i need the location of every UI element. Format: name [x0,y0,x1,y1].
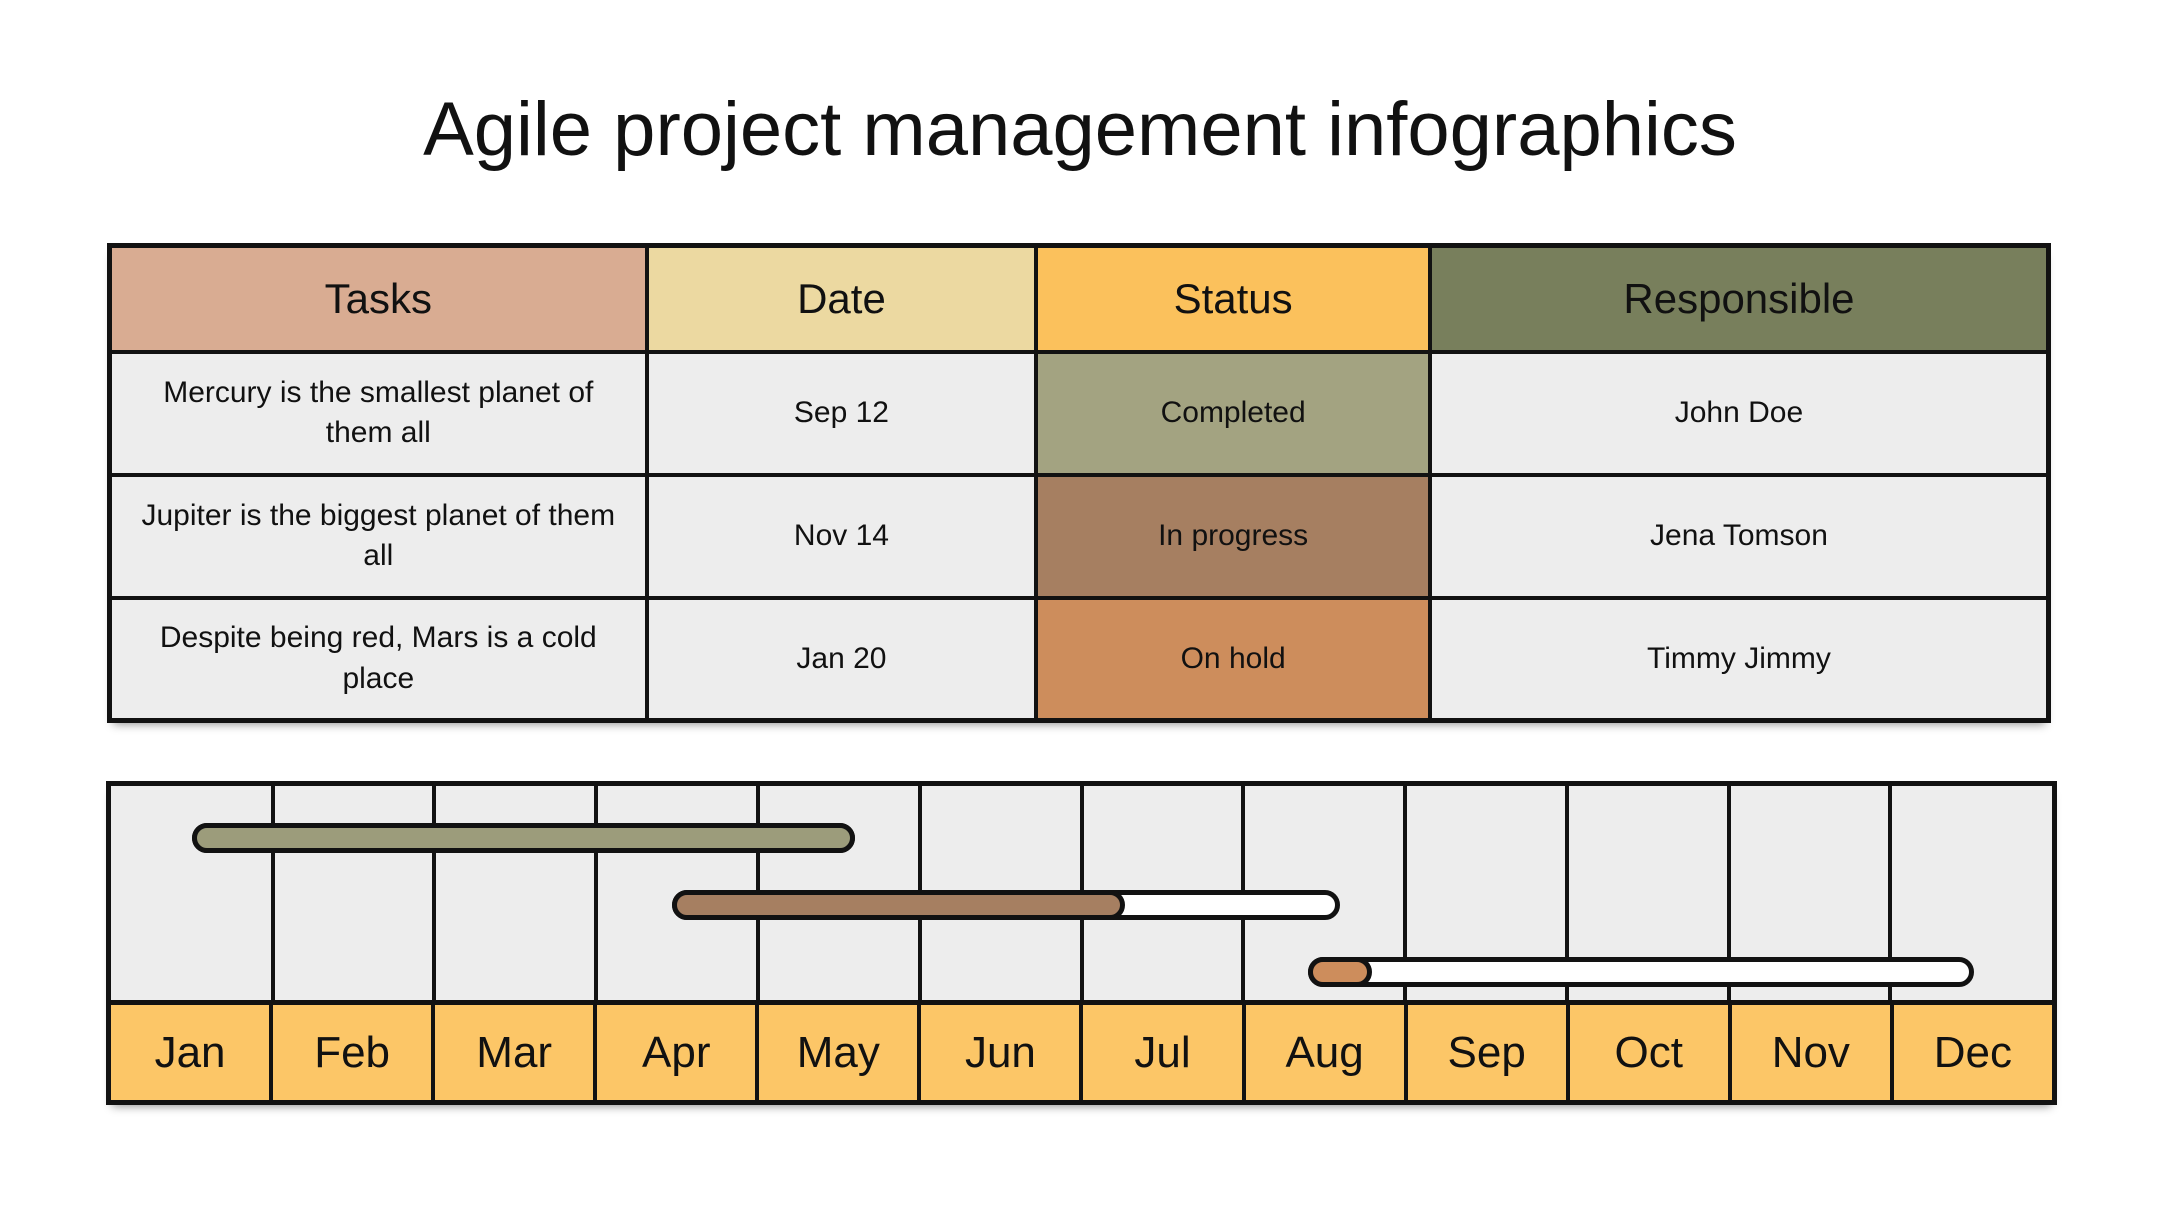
page-title: Agile project management infographics [423,87,1737,172]
gantt-gridline [1402,786,1407,1000]
gantt-gridline [1888,786,1893,1000]
month-label-sep: Sep [1408,1005,1570,1100]
responsible-cell: Timmy Jimmy [1427,595,2051,723]
month-label-aug: Aug [1246,1005,1408,1100]
task-cell: Mercury is the smallest planet of them a… [107,349,649,477]
responsible-cell: Jena Tomson [1427,472,2051,600]
on-hold-task-bar [1307,957,1975,987]
gantt-gridline [594,786,599,1000]
gantt-gridline [1564,786,1569,1000]
responsible-cell: John Doe [1427,349,2051,477]
column-header-status: Status [1034,243,1432,354]
column-header-date: Date [644,243,1039,354]
month-label-apr: Apr [597,1005,760,1100]
month-label-dec: Dec [1933,1027,2013,1077]
date-cell: Nov 14 [644,472,1039,600]
month-label-may: May [759,1005,922,1100]
completed-task-bar-fill [191,823,856,853]
column-header-responsible: Responsible [1427,243,2051,354]
gantt-plot-area [111,786,2052,1000]
month-label-feb: Feb [273,1005,436,1100]
month-label-jul: Jul [1083,1005,1246,1100]
gantt-month-axis: Jan Feb Mar Apr May Jun Jul Aug Sep Oct Nov Dec [111,1000,2052,1100]
table-row: Despite being red, Mars is a cold place … [107,595,2051,723]
status-badge: On hold [1034,595,1432,723]
month-label-nov: Nov [1732,1005,1894,1100]
column-header-tasks: Tasks [107,243,649,354]
completed-task-bar [191,823,856,853]
date-cell: Jan 20 [644,595,1039,723]
date-cell: Sep 12 [644,349,1039,477]
task-cell: Despite being red, Mars is a cold place [107,595,649,723]
table-row: Mercury is the smallest planet of them a… [107,349,2051,477]
table-header-row: Tasks Date Status Responsible [107,243,2051,354]
status-badge: Completed [1034,349,1432,477]
gantt-chart: Jan Feb Mar Apr May Jun Jul Aug Sep Oct Nov Dec [106,781,2057,1105]
task-cell: Jupiter is the biggest planet of them al… [107,472,649,600]
task-table: Tasks Date Status Responsible Mercury is… [107,243,2051,723]
gantt-gridline [270,786,275,1000]
status-badge: In progress [1034,472,1432,600]
month-label-jun: Jun [921,1005,1084,1100]
in-progress-task-bar [672,890,1341,920]
table-row: Jupiter is the biggest planet of them al… [107,472,2051,600]
on-hold-task-bar-fill [1307,957,1372,987]
month-label-jan: Jan [111,1005,274,1100]
gantt-gridline [1726,786,1731,1000]
in-progress-task-bar-fill [672,890,1125,920]
month-label-oct: Oct [1570,1005,1732,1100]
month-label-mar: Mar [435,1005,598,1100]
gantt-gridline [432,786,437,1000]
